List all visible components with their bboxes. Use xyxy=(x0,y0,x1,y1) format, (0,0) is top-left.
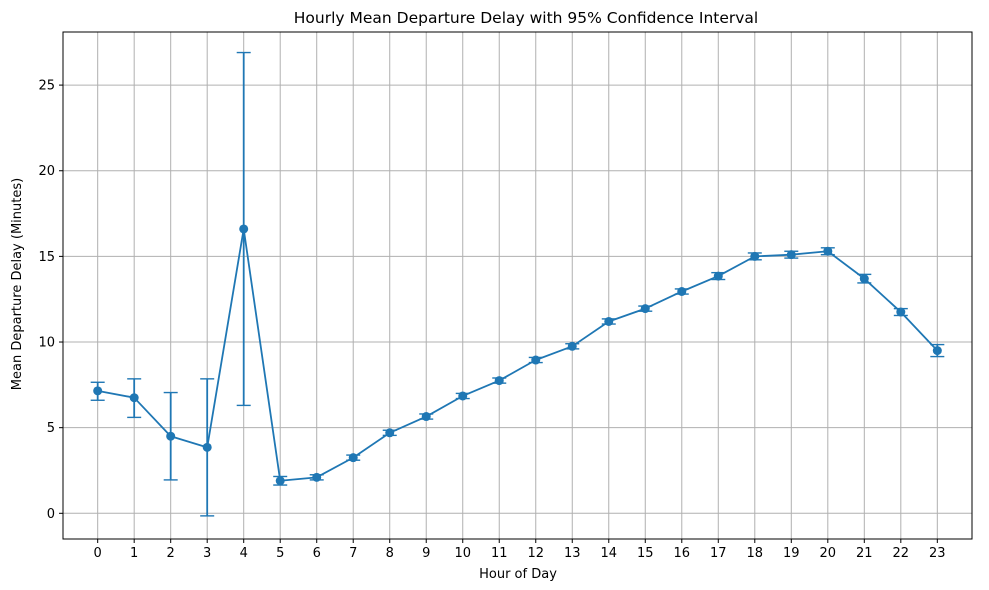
data-point xyxy=(239,224,249,234)
x-tick-label: 21 xyxy=(856,546,873,561)
x-tick-label: 22 xyxy=(893,546,910,561)
x-tick-label: 13 xyxy=(564,546,581,561)
x-tick-label: 10 xyxy=(454,546,471,561)
data-point xyxy=(129,393,139,403)
x-tick-label: 18 xyxy=(747,546,764,561)
plot-frame xyxy=(62,31,973,540)
x-tick-label: 3 xyxy=(203,546,211,561)
data-point xyxy=(494,376,504,386)
data-point xyxy=(531,355,541,365)
x-tick-label: 14 xyxy=(600,546,617,561)
data-point xyxy=(932,346,942,356)
y-tick-label: 15 xyxy=(38,250,55,265)
data-point xyxy=(640,304,650,314)
x-tick-label: 0 xyxy=(94,546,102,561)
x-tick-label: 7 xyxy=(349,546,357,561)
data-point xyxy=(859,274,869,284)
data-point xyxy=(348,453,358,463)
data-point xyxy=(166,431,176,441)
data-point xyxy=(677,286,687,296)
data-point xyxy=(786,250,796,260)
data-point xyxy=(421,412,431,422)
x-tick-label: 11 xyxy=(491,546,508,561)
y-tick-label: 0 xyxy=(47,507,55,522)
x-axis-label: Hour of Day xyxy=(479,567,557,582)
chart-title: Hourly Mean Departure Delay with 95% Con… xyxy=(294,9,758,27)
y-tick-label: 5 xyxy=(47,421,55,436)
x-tick-label: 12 xyxy=(527,546,544,561)
data-point xyxy=(823,246,833,256)
x-tick-label: 6 xyxy=(313,546,321,561)
x-tick-label: 17 xyxy=(710,546,727,561)
data-point xyxy=(896,307,906,317)
data-point xyxy=(385,428,395,438)
plot-area: 0 1 2 3 4 5 6 7 8 9 10 11 12 13 14 15 16 17 18 19 20 21 22 2305… xyxy=(38,31,973,561)
y-tick-label: 25 xyxy=(38,79,55,94)
data-point xyxy=(567,341,577,351)
x-tick-label: 19 xyxy=(783,546,800,561)
x-tick-label: 9 xyxy=(422,546,430,561)
x-tick-label: 15 xyxy=(637,546,654,561)
x-tick-label: 23 xyxy=(929,546,946,561)
x-tick-label: 16 xyxy=(674,546,691,561)
y-tick-label: 20 xyxy=(38,164,55,179)
data-point xyxy=(458,391,468,401)
data-point xyxy=(713,271,723,281)
x-tick-label: 5 xyxy=(276,546,284,561)
data-point xyxy=(604,316,614,326)
series-line xyxy=(97,228,938,482)
y-tick-label: 10 xyxy=(38,336,55,351)
x-tick-label: 2 xyxy=(167,546,175,561)
x-tick-label: 1 xyxy=(130,546,138,561)
data-point xyxy=(93,386,103,396)
data-point xyxy=(750,251,760,261)
data-point xyxy=(202,442,212,452)
y-axis-label: Mean Departure Delay (Minutes) xyxy=(10,178,25,390)
x-tick-label: 4 xyxy=(240,546,248,561)
x-tick-label: 8 xyxy=(386,546,394,561)
data-point xyxy=(312,472,322,482)
x-tick-label: 20 xyxy=(820,546,837,561)
data-point xyxy=(275,476,285,486)
